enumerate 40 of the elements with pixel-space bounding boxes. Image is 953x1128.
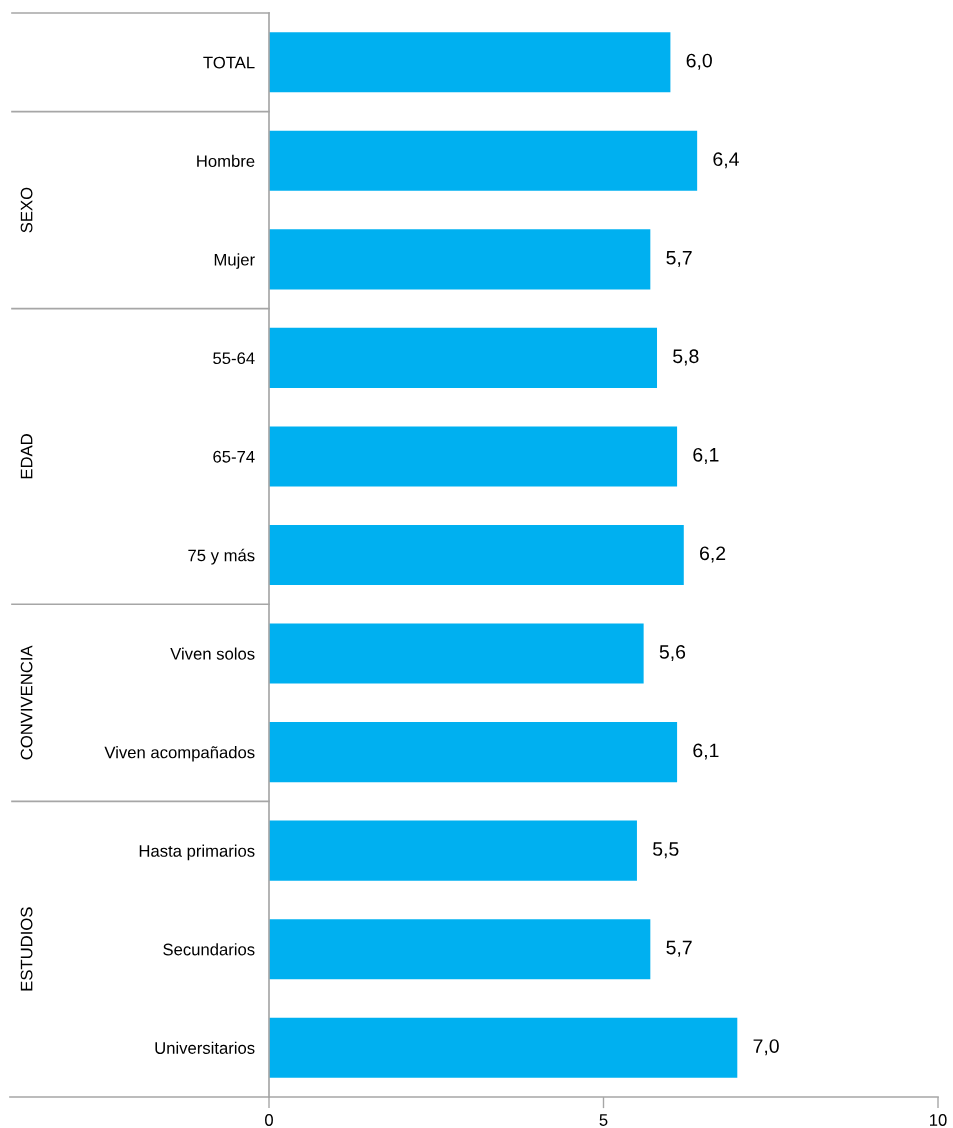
data-label: 7,0 (753, 1039, 779, 1056)
y-tick-label: Viven acompañados (104, 746, 255, 762)
data-label: 6,1 (693, 743, 719, 760)
y-tick-label: Viven solos (170, 647, 255, 660)
data-label: 5,8 (673, 349, 699, 366)
text: CONVIVENCIA (20, 645, 33, 760)
bar (269, 722, 678, 783)
bar (269, 919, 651, 980)
text: EDAD (20, 434, 33, 479)
y-tick-label: 55-64 (213, 352, 255, 365)
text: ESTUDIOS (20, 907, 33, 991)
y-tick-label: Universitarios (155, 1041, 255, 1054)
bar (269, 32, 671, 93)
y-tick-label: Hasta primarios (139, 844, 255, 861)
y-tick-label: Secundarios (163, 943, 255, 956)
text: SEXO (20, 187, 33, 233)
bar (269, 1017, 738, 1078)
y-tick-label: 75 y más (188, 548, 255, 565)
data-label: 6,4 (713, 152, 739, 169)
y-tick-label: Mujer (214, 253, 255, 269)
bar (269, 130, 698, 191)
data-label: 5,7 (666, 251, 692, 267)
bar (269, 327, 658, 388)
x-tick-label: 5 (599, 1114, 608, 1126)
bar (269, 623, 644, 684)
data-label: 6,1 (693, 447, 719, 464)
bar (269, 524, 684, 586)
data-label: 5,6 (659, 645, 686, 662)
x-tick-label: 10 (930, 1114, 947, 1126)
bar (269, 426, 678, 487)
data-label: 5,7 (666, 940, 692, 957)
bar (269, 229, 651, 290)
bar (269, 820, 637, 881)
y-tick-label: 65-74 (213, 450, 255, 463)
y-tick-label: TOTAL (203, 56, 255, 69)
data-label: 6,0 (686, 53, 712, 70)
data-label: 5,5 (653, 842, 679, 859)
data-label: 6,2 (700, 546, 726, 563)
y-tick-label: Hombre (197, 154, 255, 168)
x-tick-label: 0 (265, 1114, 273, 1126)
